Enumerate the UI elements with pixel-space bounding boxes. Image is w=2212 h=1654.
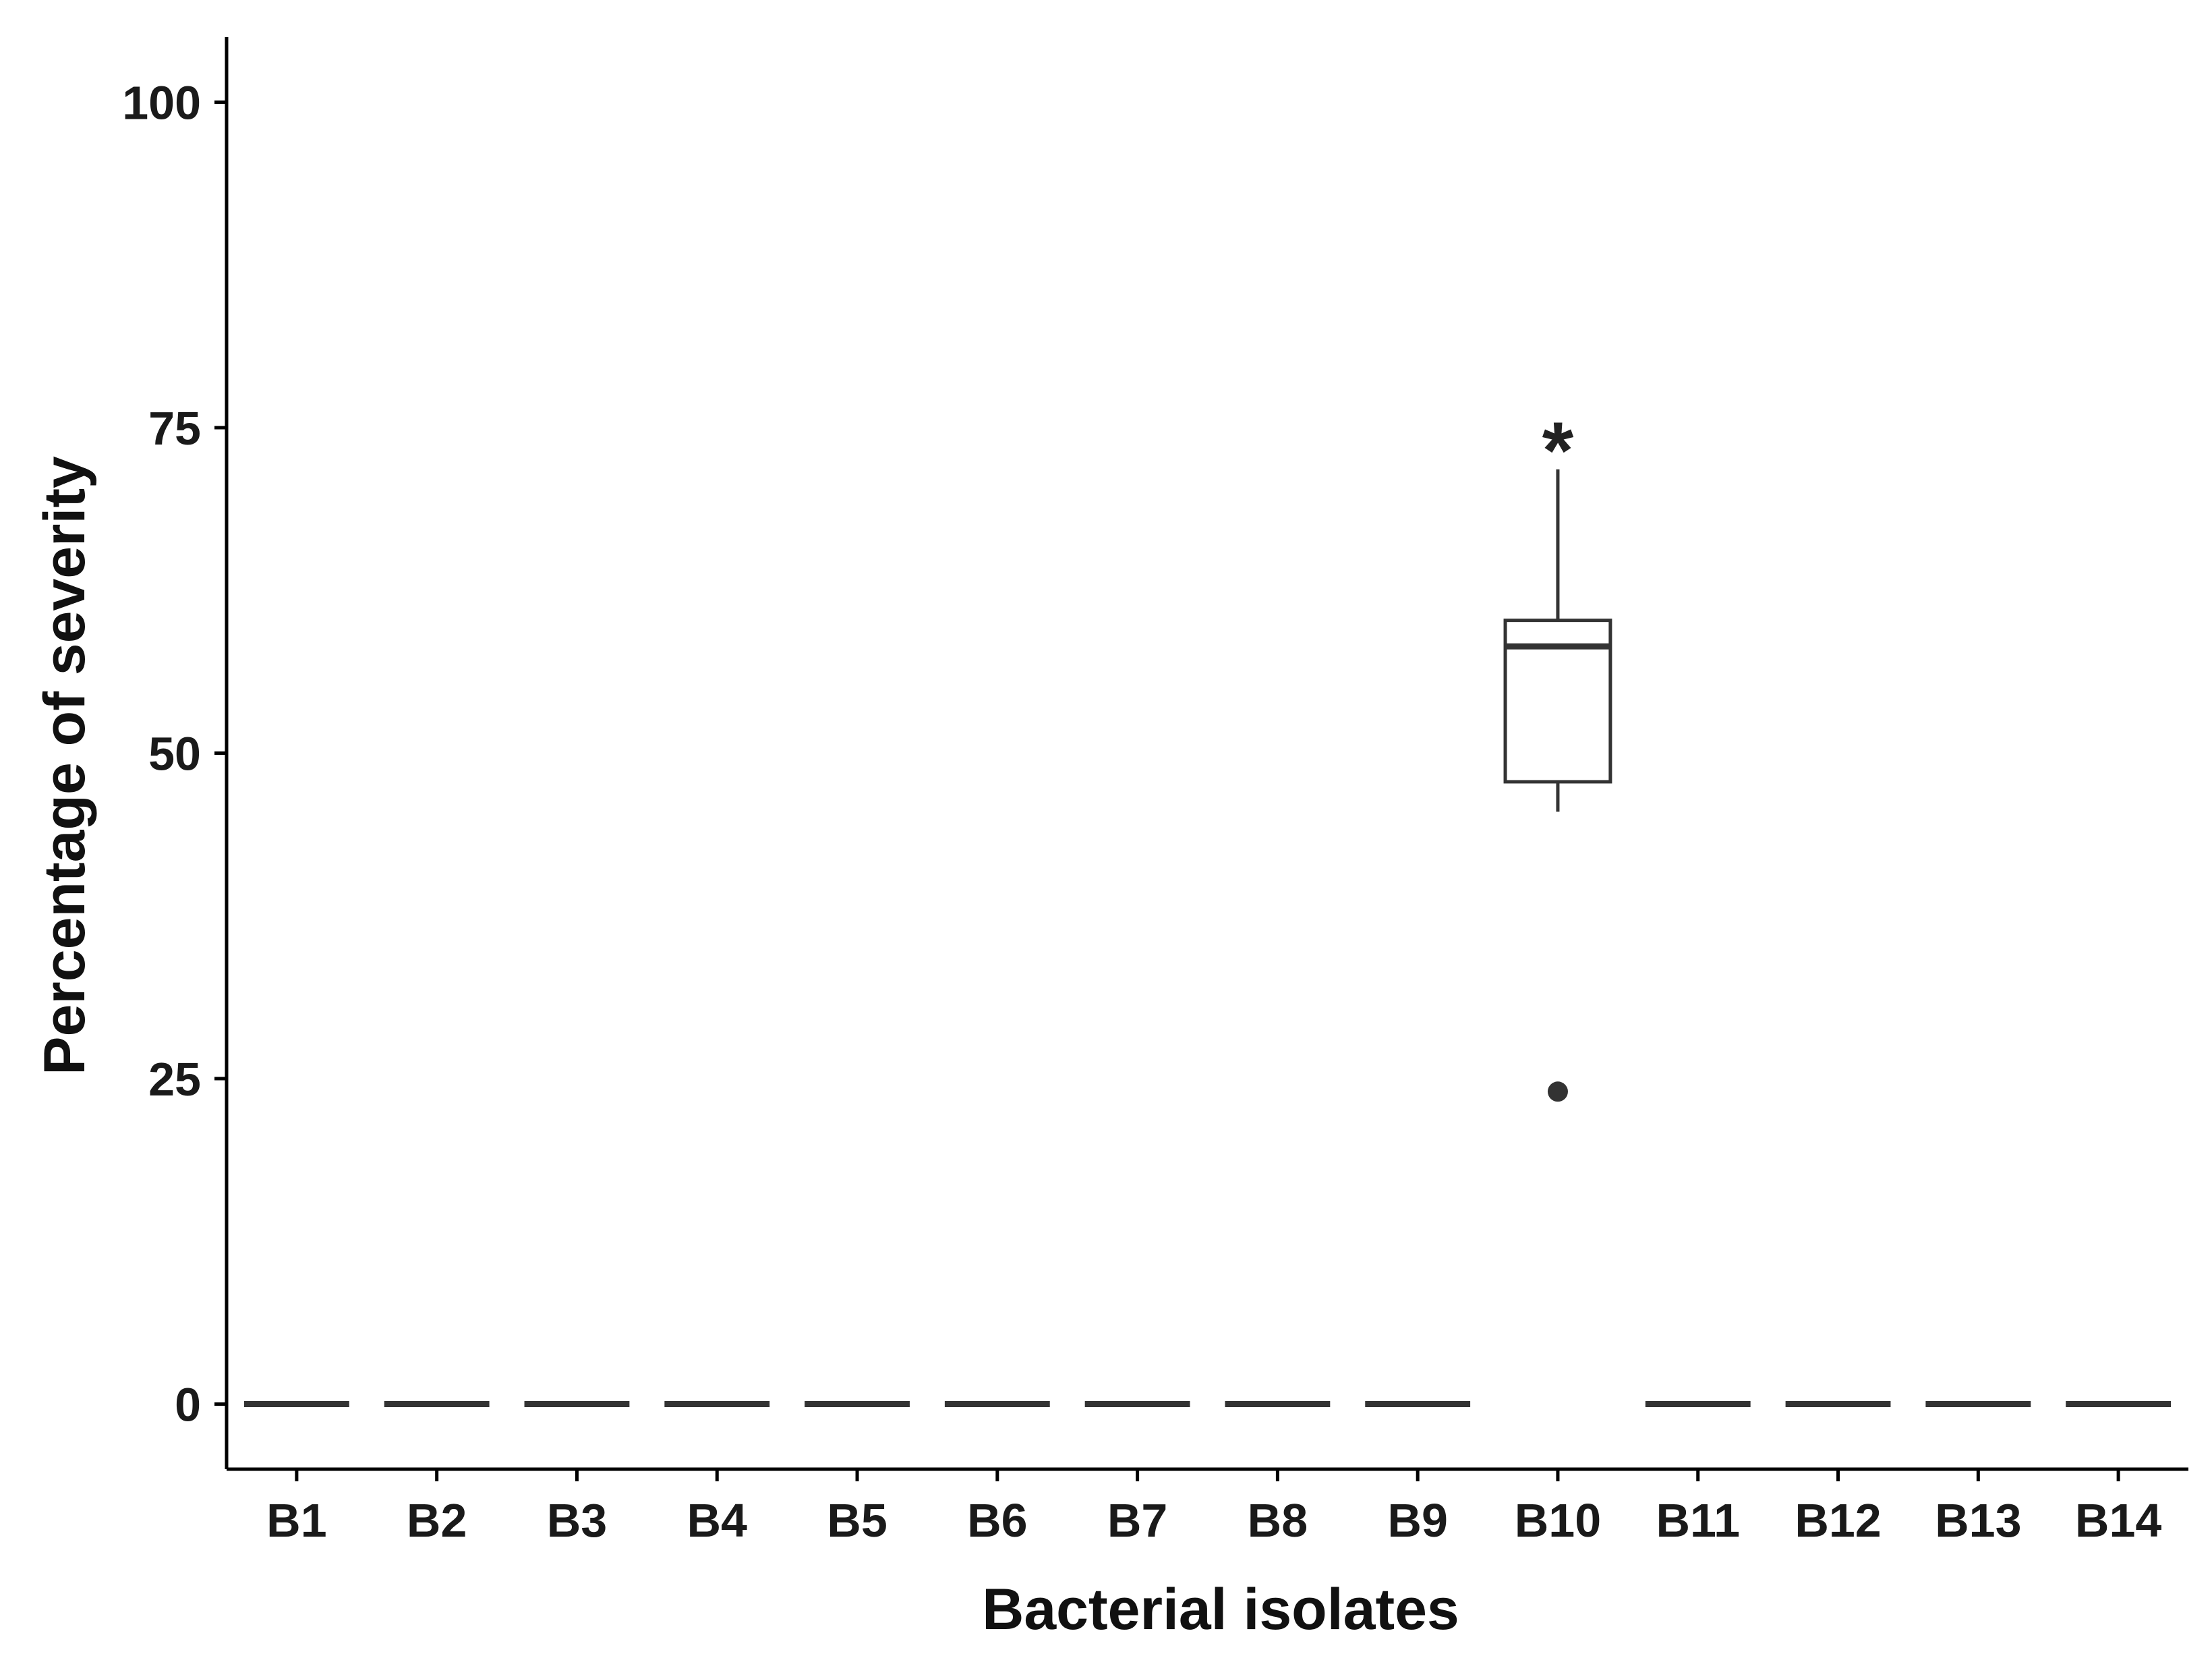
x-tick-label: B5 xyxy=(827,1494,887,1547)
outlier-point xyxy=(1547,1081,1568,1102)
y-tick-label: 75 xyxy=(148,402,201,455)
x-tick-label: B8 xyxy=(1248,1494,1308,1547)
x-tick-label: B13 xyxy=(1935,1494,2021,1547)
x-tick-label: B3 xyxy=(547,1494,607,1547)
x-tick-label: B7 xyxy=(1107,1494,1167,1547)
box-b10 xyxy=(1503,469,1612,1102)
x-tick-label: B4 xyxy=(687,1494,748,1547)
y-axis-ticks: 0 25 50 75 100 xyxy=(122,77,227,1431)
boxes-layer xyxy=(243,469,2172,1407)
significance-asterisk: * xyxy=(1542,405,1574,496)
x-tick-label: B10 xyxy=(1515,1494,1601,1547)
y-tick-label: 100 xyxy=(122,77,201,130)
x-tick-label: B6 xyxy=(967,1494,1027,1547)
x-axis-ticks: B1 B2 B3 B4 B5 B6 B7 B8 B9 B10 B11 B12 B13 B14 xyxy=(266,1469,2161,1547)
annotations-layer: * xyxy=(1542,405,1574,496)
y-axis-title: Percentage of severity xyxy=(32,456,97,1075)
y-tick-label: 0 xyxy=(175,1379,201,1431)
x-tick-label: B12 xyxy=(1795,1494,1881,1547)
y-tick-label: 50 xyxy=(148,728,201,780)
x-tick-label: B11 xyxy=(1656,1494,1740,1547)
y-tick-label: 25 xyxy=(148,1053,201,1106)
x-axis-title: Bacterial isolates xyxy=(982,1577,1459,1642)
x-tick-label: B1 xyxy=(266,1494,326,1547)
x-tick-label: B2 xyxy=(407,1494,467,1547)
x-tick-label: B14 xyxy=(2075,1494,2161,1547)
x-tick-label: B9 xyxy=(1387,1494,1447,1547)
